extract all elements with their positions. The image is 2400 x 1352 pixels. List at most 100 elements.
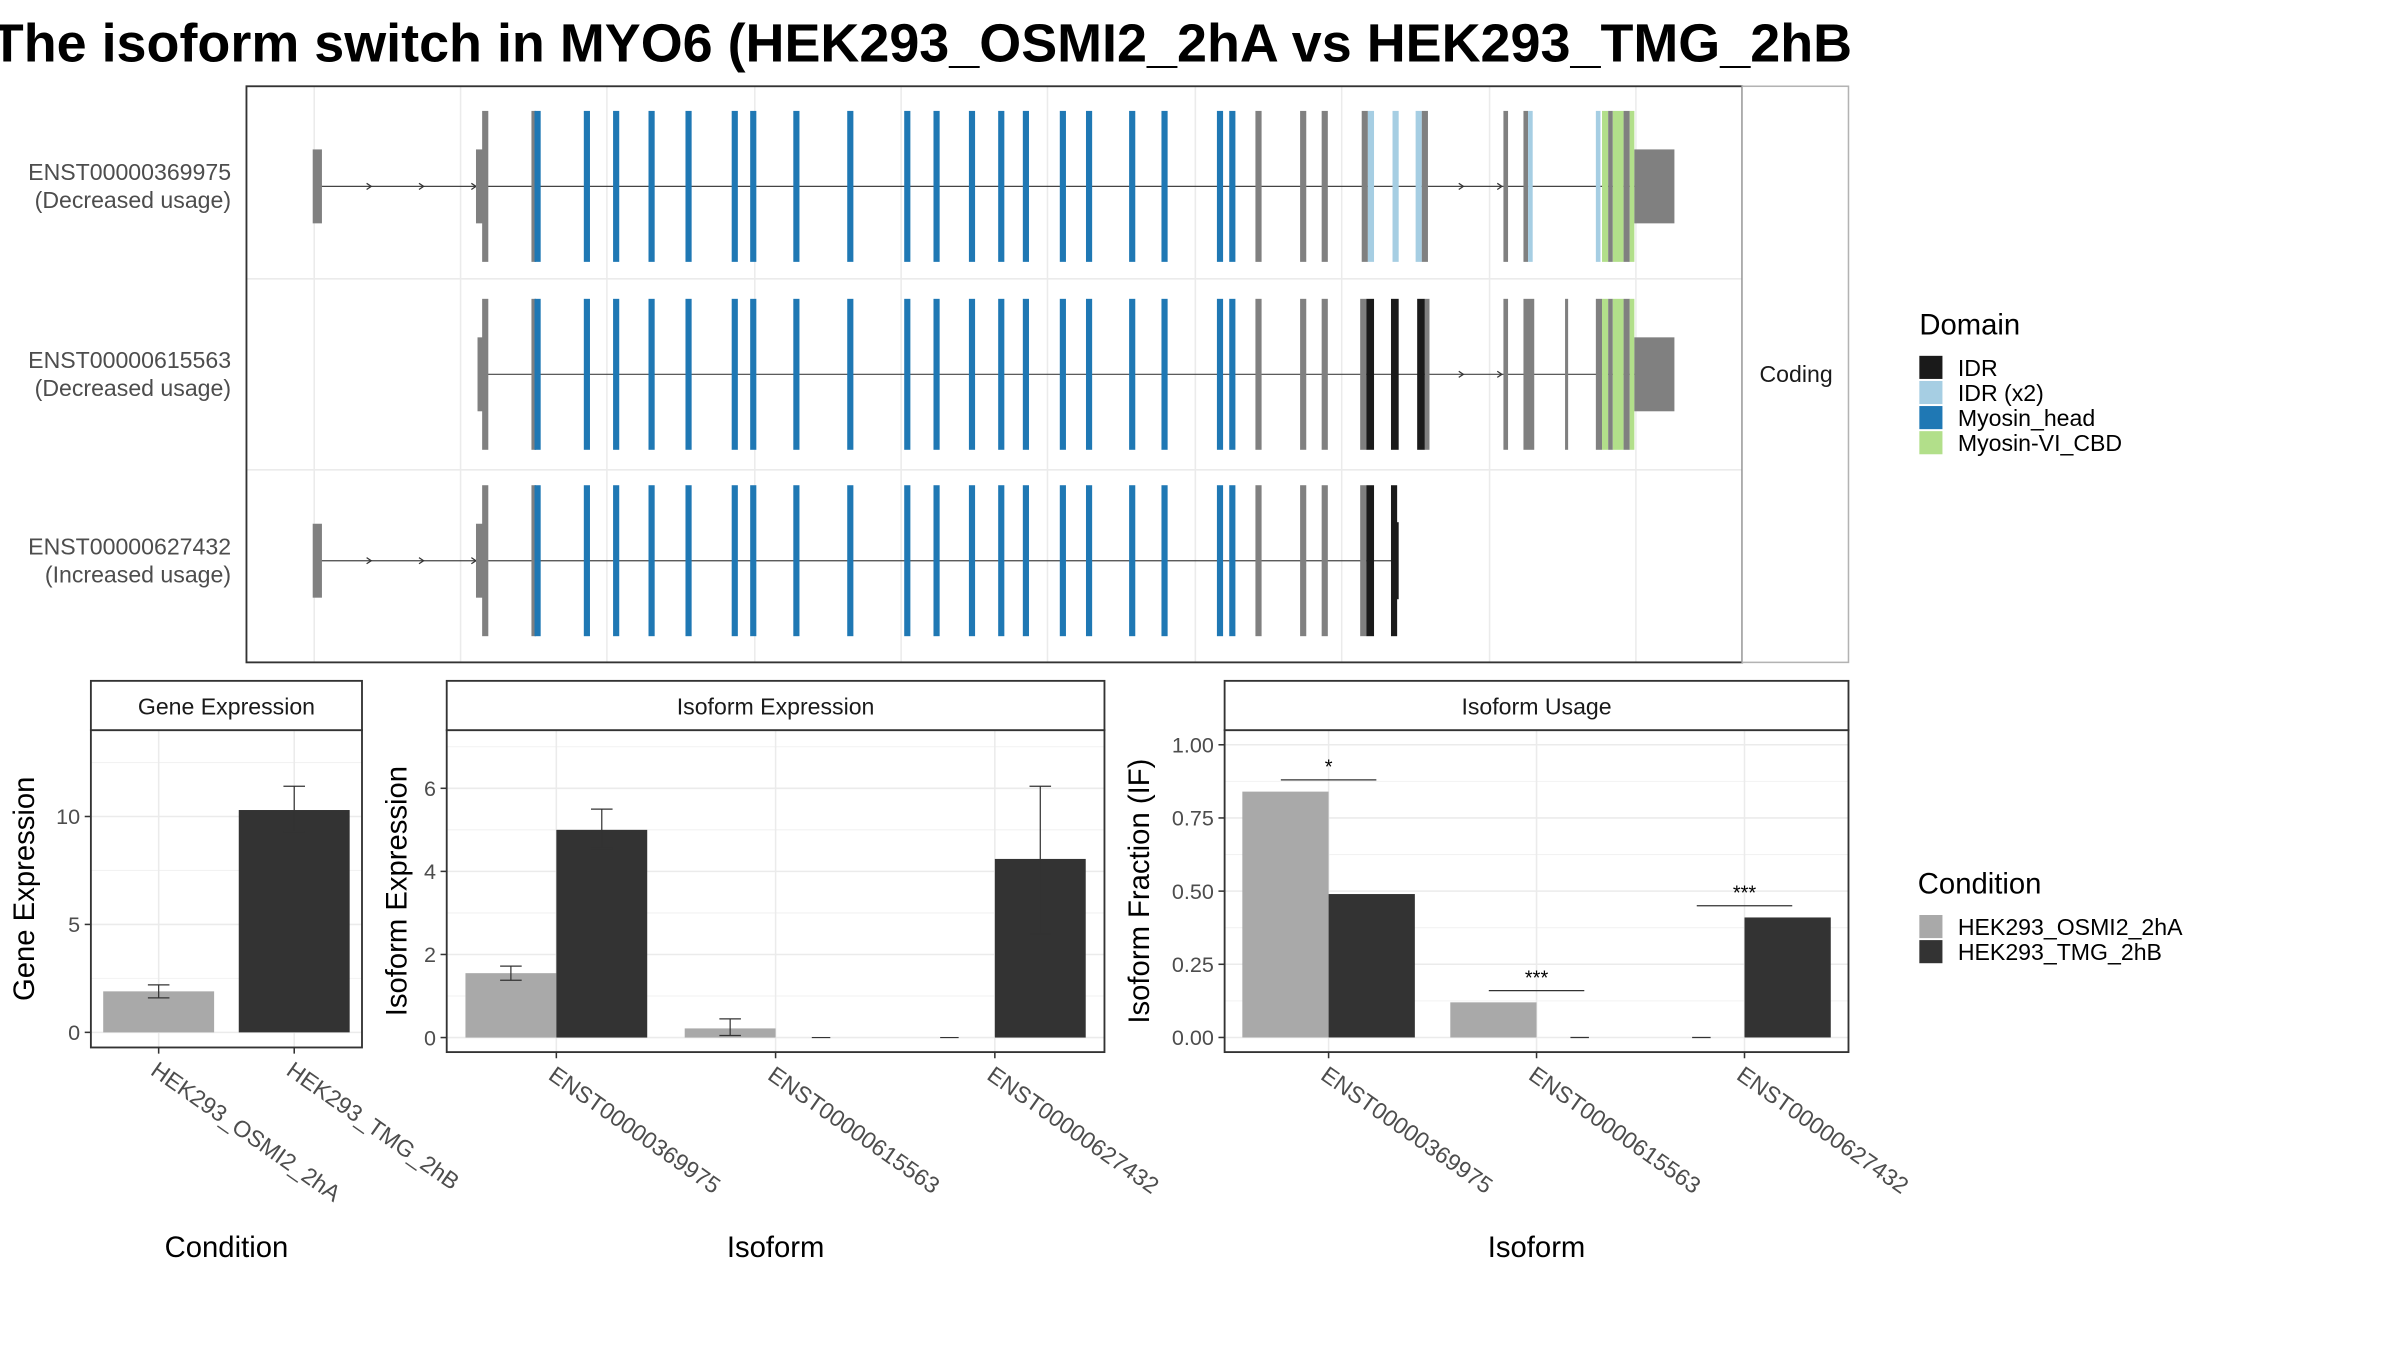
cds-exon	[1361, 110, 1368, 262]
myosin-head-exon	[1129, 298, 1136, 450]
transcript-label: ENST00000627432	[28, 534, 231, 560]
myosin-head-exon	[1059, 110, 1066, 262]
idr-utr-exon	[1395, 522, 1399, 600]
cds-exon	[1255, 110, 1262, 262]
bar	[1242, 791, 1329, 1038]
myosin-head-exon	[1085, 110, 1093, 262]
idr-exon	[1366, 485, 1375, 637]
cds-exon	[531, 298, 537, 450]
intron-arrow	[418, 557, 425, 565]
myosin-head-exon	[1022, 110, 1029, 262]
cds-exon	[482, 110, 489, 262]
idr-exon	[1366, 298, 1375, 450]
myosin-vi-cbd-exon	[1612, 110, 1624, 262]
intron-arrow	[366, 557, 373, 565]
myosin-head-exon	[731, 485, 738, 637]
myosin-head-exon	[1229, 298, 1236, 450]
myosin-head-exon	[731, 110, 738, 262]
intron-arrow	[1458, 182, 1465, 190]
myosin-head-exon	[534, 485, 541, 637]
x-axis-label: Isoform	[1488, 1232, 1586, 1264]
coding-strip	[1741, 85, 1850, 664]
y-axis-label: Isoform Expression	[382, 766, 414, 1016]
myosin-head-exon	[613, 110, 620, 262]
idr-x2-exon	[1367, 110, 1375, 262]
myosin-head-exon	[1085, 485, 1093, 637]
intron-arrow	[418, 182, 425, 190]
myosin-head-exon	[904, 110, 911, 262]
coding-strip-label: Coding	[1760, 361, 1833, 387]
cds-exon	[1608, 298, 1613, 450]
bar	[465, 973, 557, 1038]
condition-legend-label: HEK293_TMG_2hB	[1958, 939, 2162, 965]
cds-exon	[482, 485, 489, 637]
y-tick-label: 0	[424, 1025, 436, 1050]
y-axis-label: Gene Expression	[9, 777, 41, 1001]
idr-x2-exon	[1528, 110, 1533, 262]
cds-exon	[1300, 110, 1307, 262]
myosin-head-exon	[583, 485, 590, 637]
myosin-head-exon	[1129, 110, 1136, 262]
myosin-head-exon	[998, 298, 1005, 450]
panel-strip	[1223, 679, 1850, 732]
domain-legend-label: Myosin-VI_CBD	[1958, 430, 2122, 456]
domain-legend-swatch	[1919, 431, 1943, 455]
condition-legend-swatch	[1919, 940, 1943, 964]
bar	[1450, 1002, 1537, 1038]
x-axis-label: Isoform	[727, 1232, 825, 1264]
myosin-head-exon	[750, 110, 757, 262]
cds-exon	[1623, 110, 1630, 262]
transcript-status: (Decreased usage)	[35, 187, 231, 213]
idr-exon	[1417, 298, 1425, 450]
y-tick-label: 0.00	[1172, 1025, 1214, 1050]
myosin-head-exon	[648, 485, 655, 637]
myosin-head-exon	[793, 110, 800, 262]
y-tick-label: 6	[424, 776, 436, 801]
myosin-vi-cbd-exon	[1629, 298, 1635, 450]
myosin-head-exon	[1022, 485, 1029, 637]
myosin-head-exon	[793, 298, 800, 450]
utr-exon	[312, 523, 322, 598]
domain-legend-swatch	[1919, 406, 1943, 430]
cds-exon	[1523, 110, 1529, 262]
intron-arrow	[1496, 182, 1504, 190]
y-tick-label: 0.25	[1172, 952, 1214, 977]
utr-exon	[1634, 337, 1675, 412]
myosin-head-exon	[685, 485, 692, 637]
myosin-head-exon	[933, 298, 940, 450]
bar	[1744, 917, 1831, 1038]
y-tick-label: 0.50	[1172, 879, 1214, 904]
idr-x2-exon	[1595, 110, 1601, 262]
cds-exon	[1321, 485, 1328, 637]
myosin-head-exon	[793, 485, 800, 637]
utr-exon	[1634, 149, 1675, 224]
myosin-head-exon	[750, 298, 757, 450]
cds-exon	[1424, 298, 1430, 450]
utr-exon	[475, 523, 484, 598]
myosin-head-exon	[613, 485, 620, 637]
myosin-head-exon	[933, 110, 940, 262]
domain-legend-label: IDR (x2)	[1958, 380, 2044, 406]
cds-exon	[531, 485, 537, 637]
myosin-head-exon	[1216, 110, 1224, 262]
x-tick-label: ENST00000627432	[983, 1061, 1164, 1199]
y-tick-label: 4	[424, 859, 436, 884]
x-tick-label: ENST00000615563	[1524, 1061, 1705, 1199]
myosin-head-exon	[1161, 485, 1168, 637]
idr-exon	[1390, 485, 1398, 637]
myosin-head-exon	[998, 110, 1005, 262]
myosin-head-exon	[583, 298, 590, 450]
myosin-head-exon	[731, 298, 738, 450]
myosin-head-exon	[685, 298, 692, 450]
myosin-head-exon	[648, 110, 655, 262]
transcript-label: ENST00000369975	[28, 159, 231, 185]
myosin-head-exon	[904, 485, 911, 637]
myosin-vi-cbd-exon	[1612, 298, 1624, 450]
myosin-head-exon	[583, 110, 590, 262]
myosin-vi-cbd-exon	[1629, 110, 1635, 262]
myosin-head-exon	[847, 485, 854, 637]
cds-exon	[1608, 110, 1613, 262]
y-tick-label: 5	[68, 912, 80, 937]
